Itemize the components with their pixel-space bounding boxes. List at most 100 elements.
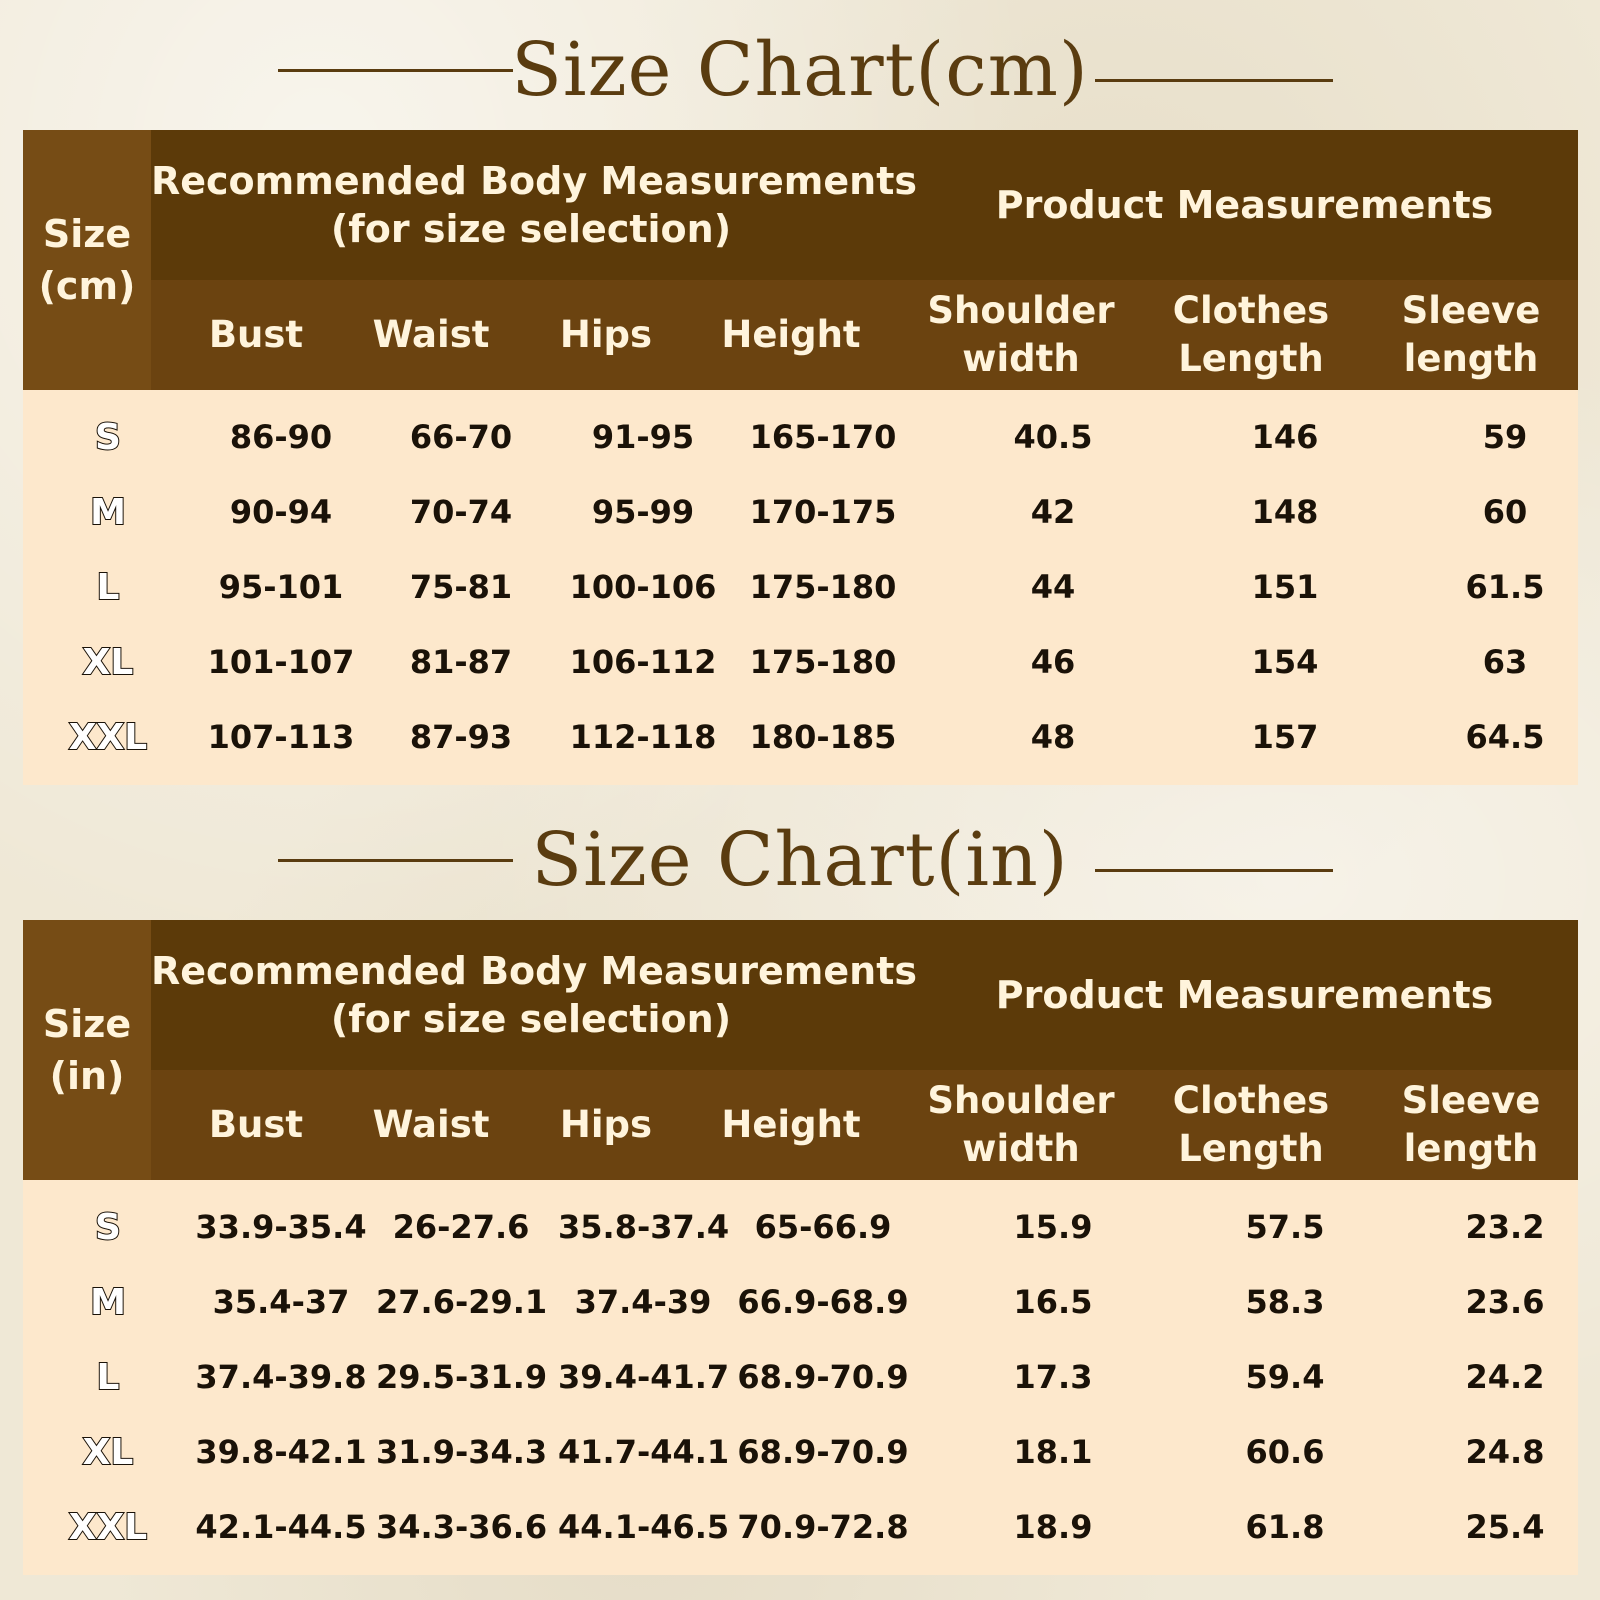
table-row: XL 101-107 81-87 106-112 175-180 46 154 63 bbox=[23, 625, 1578, 700]
table-cell: 65-66.9 bbox=[754, 1208, 892, 1246]
col-header-sleeve-length: Sleeve length bbox=[1401, 1079, 1541, 1170]
table-cell: 146 bbox=[1251, 418, 1319, 456]
table-cell: 58.3 bbox=[1245, 1283, 1325, 1321]
table-cell: 64.5 bbox=[1465, 718, 1545, 756]
table-cell: 154 bbox=[1251, 643, 1319, 681]
table-cell: 61.8 bbox=[1245, 1508, 1325, 1546]
body-measurements-title: Recommended Body Measurements bbox=[151, 949, 917, 993]
size-header-label: Size bbox=[42, 212, 132, 256]
table-cell: 29.5-31.9 bbox=[376, 1358, 548, 1396]
column-header-row: Bust Waist Hips Height Shoulder width Clo… bbox=[151, 1070, 1578, 1180]
table-cell: 46 bbox=[1030, 643, 1076, 681]
table-cell: 106-112 bbox=[569, 643, 717, 681]
table-cell: 44.1-46.5 bbox=[558, 1508, 730, 1546]
col-header-clothes-length: Clothes Length bbox=[1172, 289, 1330, 380]
table-row: M 35.4-37 27.6-29.1 37.4-39 66.9-68.9 16.5 58.… bbox=[23, 1265, 1578, 1340]
table-cell: 40.5 bbox=[1013, 418, 1093, 456]
table-cell: 107-113 bbox=[207, 718, 355, 756]
table-cell: 34.3-36.6 bbox=[376, 1508, 548, 1546]
table-cell: 18.1 bbox=[1013, 1433, 1093, 1471]
body-measurements-subtitle: (for size selection) bbox=[330, 997, 732, 1041]
table-row: XL 39.8-42.1 31.9-34.3 41.7-44.1 68.9-70.9 18… bbox=[23, 1415, 1578, 1490]
title-divider-left bbox=[278, 69, 513, 72]
body-measurements-header: Recommended Body Measurements (for size … bbox=[151, 157, 917, 253]
table-cell: 157 bbox=[1251, 718, 1319, 756]
size-header-unit: (cm) bbox=[38, 264, 136, 308]
size-label: S bbox=[94, 416, 122, 459]
table-cell: 165-170 bbox=[749, 418, 897, 456]
chart-title: Size Chart(in) bbox=[531, 817, 1069, 903]
size-label: XXL bbox=[68, 716, 148, 759]
table-cell: 87-93 bbox=[409, 718, 513, 756]
table-cell: 68.9-70.9 bbox=[737, 1433, 909, 1471]
table-cell: 63 bbox=[1482, 643, 1528, 681]
size-label: L bbox=[96, 566, 121, 609]
table-row: S 86-90 66-70 91-95 165-170 40.5 146 59 bbox=[23, 400, 1578, 475]
table-cell: 42.1-44.5 bbox=[195, 1508, 367, 1546]
col-header-shoulder-width: Shoulder width bbox=[927, 1079, 1115, 1170]
table-cell: 148 bbox=[1251, 493, 1319, 531]
table-cell: 60 bbox=[1482, 493, 1528, 531]
table-cell: 37.4-39 bbox=[574, 1283, 712, 1321]
size-header-label: Size bbox=[42, 1002, 132, 1046]
table-cell: 15.9 bbox=[1013, 1208, 1093, 1246]
table-cell: 31.9-34.3 bbox=[376, 1433, 548, 1471]
table-cell: 95-99 bbox=[591, 493, 695, 531]
size-column-header: Size (cm) bbox=[23, 130, 151, 390]
group-header-row: Recommended Body Measurements (for size … bbox=[151, 130, 1578, 280]
table-cell: 48 bbox=[1030, 718, 1076, 756]
table-cell: 91-95 bbox=[591, 418, 695, 456]
col-header-hips: Hips bbox=[559, 313, 653, 356]
table-row: L 95-101 75-81 100-106 175-180 44 151 61.5 bbox=[23, 550, 1578, 625]
table-cell: 59 bbox=[1482, 418, 1528, 456]
table-cell: 112-118 bbox=[569, 718, 717, 756]
table-cell: 68.9-70.9 bbox=[737, 1358, 909, 1396]
table-cell: 35.8-37.4 bbox=[558, 1208, 730, 1246]
table-cell: 23.6 bbox=[1465, 1283, 1545, 1321]
title-divider-left bbox=[278, 859, 513, 862]
table-cell: 39.4-41.7 bbox=[558, 1358, 730, 1396]
table-cell: 26-27.6 bbox=[392, 1208, 530, 1246]
table-cell: 24.2 bbox=[1465, 1358, 1545, 1396]
table-cell: 37.4-39.8 bbox=[195, 1358, 367, 1396]
table-cell: 175-180 bbox=[749, 568, 897, 606]
table-cell: 81-87 bbox=[409, 643, 513, 681]
table-cell: 66.9-68.9 bbox=[737, 1283, 909, 1321]
table-cell: 41.7-44.1 bbox=[558, 1433, 730, 1471]
size-column-header: Size (in) bbox=[23, 920, 151, 1180]
table-cell: 42 bbox=[1030, 493, 1076, 531]
size-chart-in: Size (in) Recommended Body Measurements … bbox=[23, 920, 1578, 1575]
size-label: L bbox=[96, 1356, 121, 1399]
col-header-clothes-length: Clothes Length bbox=[1172, 1079, 1330, 1170]
table-cell: 59.4 bbox=[1245, 1358, 1325, 1396]
table-cell: 44 bbox=[1030, 568, 1076, 606]
col-header-waist: Waist bbox=[372, 313, 490, 356]
col-header-shoulder-width: Shoulder width bbox=[927, 289, 1115, 380]
chart-title: Size Chart(cm) bbox=[511, 27, 1089, 113]
table-cell: 57.5 bbox=[1245, 1208, 1325, 1246]
col-header-sleeve-length: Sleeve length bbox=[1401, 289, 1541, 380]
col-header-height: Height bbox=[721, 313, 861, 356]
table-cell: 33.9-35.4 bbox=[195, 1208, 367, 1246]
table-cell: 86-90 bbox=[229, 418, 333, 456]
group-header-row: Recommended Body Measurements (for size … bbox=[151, 920, 1578, 1070]
table-cell: 175-180 bbox=[749, 643, 897, 681]
column-header-row: Bust Waist Hips Height Shoulder width Clo… bbox=[151, 280, 1578, 390]
table-cell: 95-101 bbox=[218, 568, 344, 606]
product-measurements-header: Product Measurements bbox=[995, 183, 1494, 227]
table-cell: 23.2 bbox=[1465, 1208, 1545, 1246]
table-header: Size (in) Recommended Body Measurements … bbox=[23, 920, 1578, 1180]
size-label: S bbox=[94, 1206, 122, 1249]
table-cell: 101-107 bbox=[207, 643, 355, 681]
body-measurements-header: Recommended Body Measurements (for size … bbox=[151, 947, 917, 1043]
table-cell: 66-70 bbox=[409, 418, 513, 456]
col-header-waist: Waist bbox=[372, 1103, 490, 1146]
table-cell: 16.5 bbox=[1013, 1283, 1093, 1321]
col-header-hips: Hips bbox=[559, 1103, 653, 1146]
table-cell: 39.8-42.1 bbox=[195, 1433, 367, 1471]
size-label: XXL bbox=[68, 1506, 148, 1549]
chart-title-row: Size Chart(in) bbox=[0, 805, 1600, 915]
table-cell: 17.3 bbox=[1013, 1358, 1093, 1396]
size-label: XL bbox=[82, 1431, 135, 1474]
table-cell: 180-185 bbox=[749, 718, 897, 756]
